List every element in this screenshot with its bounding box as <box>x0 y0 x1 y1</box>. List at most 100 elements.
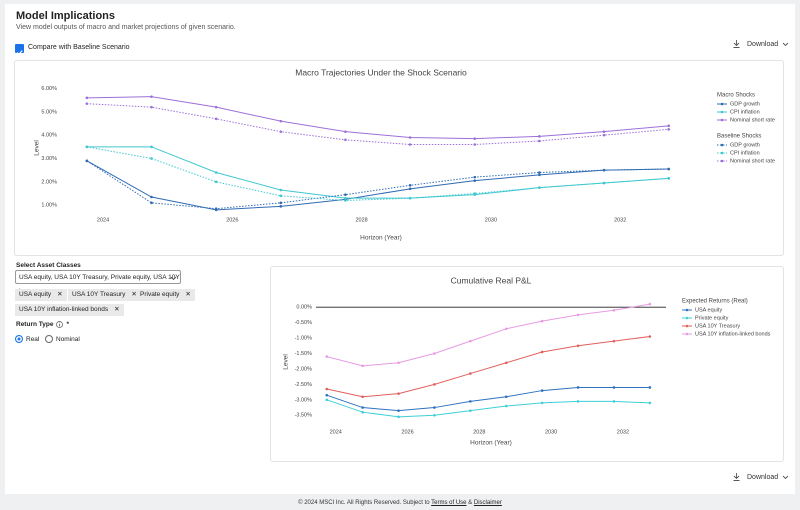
data-point <box>667 128 670 131</box>
data-point <box>473 137 477 140</box>
return-type-text: Return Type <box>16 321 54 328</box>
legend-marker <box>685 332 689 336</box>
download-icon <box>733 40 740 48</box>
data-point <box>325 387 329 391</box>
data-point <box>85 96 89 100</box>
data-point <box>433 383 436 386</box>
y-axis-label: Level <box>34 140 41 156</box>
legend-label: USA equity <box>695 307 722 313</box>
data-point <box>469 400 472 403</box>
series-line <box>86 146 669 202</box>
info-icon[interactable] <box>56 321 64 328</box>
pnl-chart: Cumulative Real P&L Horizon (Year) Level 0.… <box>283 275 771 447</box>
x-tick-label: 2030 <box>485 217 497 223</box>
chip-remove[interactable]: ✕ <box>131 291 137 298</box>
chip-remove[interactable]: ✕ <box>185 291 191 298</box>
data-point <box>361 395 364 399</box>
legend-group-title: Baseline Shocks <box>717 134 761 140</box>
chip-remove[interactable]: ✕ <box>57 291 63 298</box>
data-point <box>325 355 329 358</box>
page-subtitle: View model outputs of macro and market p… <box>16 24 236 31</box>
data-point <box>473 175 477 179</box>
y-tick-label: 4.00% <box>41 133 57 139</box>
data-point <box>344 193 347 196</box>
x-axis-label: Horizon (Year) <box>470 440 512 447</box>
data-point <box>576 313 580 317</box>
data-point <box>279 201 283 205</box>
legend-marker <box>720 102 724 106</box>
data-point <box>433 413 436 417</box>
terms-link[interactable]: Terms of Use <box>431 500 467 506</box>
data-point <box>279 130 283 133</box>
download-icon <box>733 473 740 481</box>
chip-label: USA 10Y Treasury <box>72 291 126 298</box>
y-tick-label: -2.50% <box>295 382 313 388</box>
download-button[interactable]: Download <box>733 40 789 48</box>
data-point <box>667 177 670 180</box>
legend-group-title: Macro Shocks <box>717 93 755 99</box>
y-tick-label: 5.00% <box>41 109 57 115</box>
chip-label: USA 10Y inflation-linked bonds <box>19 306 109 313</box>
data-point <box>538 186 541 189</box>
legend-label: CPI inflation <box>730 109 760 115</box>
data-point <box>648 335 652 338</box>
series-line <box>86 103 669 145</box>
radio-option: Real <box>15 335 39 343</box>
chip: USA 10Y inflation-linked bonds ✕ <box>15 304 124 316</box>
legend-marker <box>685 324 689 328</box>
x-tick-label: 2028 <box>473 429 485 435</box>
data-point <box>602 168 606 172</box>
y-tick-label: -1.00% <box>295 336 313 342</box>
data-point <box>397 392 400 395</box>
data-point <box>214 171 218 174</box>
data-point <box>325 393 329 397</box>
data-point <box>214 105 218 109</box>
series-line <box>326 336 650 398</box>
data-point <box>602 130 606 133</box>
data-point <box>540 319 544 323</box>
data-point <box>85 102 89 105</box>
asset-select[interactable]: USA equity, USA 10Y Treasury, Private eq… <box>15 270 181 295</box>
data-point <box>469 409 472 412</box>
series-line <box>86 160 669 211</box>
x-tick-label: 2032 <box>617 429 629 435</box>
series-line <box>326 303 650 367</box>
data-point <box>325 398 329 402</box>
y-tick-label: 3.00% <box>41 156 57 162</box>
data-point <box>540 389 544 392</box>
chip-label: Private equity <box>140 291 180 298</box>
data-point <box>344 138 347 142</box>
data-point <box>408 187 412 191</box>
series-line <box>86 96 669 140</box>
data-point <box>469 339 472 343</box>
data-point <box>469 372 472 375</box>
data-point <box>85 159 89 163</box>
data-point <box>150 201 153 205</box>
disclaimer-link[interactable]: Disclaimer <box>473 500 502 506</box>
radio-button[interactable] <box>45 335 53 343</box>
download-button[interactable]: Download <box>733 473 789 481</box>
return-type-label: Return Type * <box>16 321 69 328</box>
data-point <box>504 327 508 331</box>
legend-marker <box>720 110 724 114</box>
legend-marker <box>685 308 689 312</box>
y-tick-label: -2.00% <box>295 366 313 372</box>
x-tick-label: 2028 <box>355 217 367 223</box>
data-point <box>214 117 218 121</box>
legend-label: GDP growth <box>730 101 760 107</box>
chart-title: Cumulative Real P&L <box>451 275 532 285</box>
radio-label: Real <box>26 335 40 343</box>
y-axis-label: Level <box>283 354 290 370</box>
chip-remove[interactable]: ✕ <box>114 306 120 313</box>
y-tick-label: -3.00% <box>295 397 313 403</box>
data-point <box>344 196 347 200</box>
radio-button[interactable] <box>15 335 23 343</box>
legend-marker <box>720 151 724 155</box>
macro-chart: Macro Trajectories Under the Shock Scena… <box>34 67 775 241</box>
data-point <box>602 133 606 137</box>
chip: USA equity ✕ <box>15 289 67 301</box>
series-line <box>86 146 669 199</box>
data-point <box>612 339 616 343</box>
data-point <box>397 415 400 419</box>
compare-checkbox[interactable] <box>15 44 24 56</box>
